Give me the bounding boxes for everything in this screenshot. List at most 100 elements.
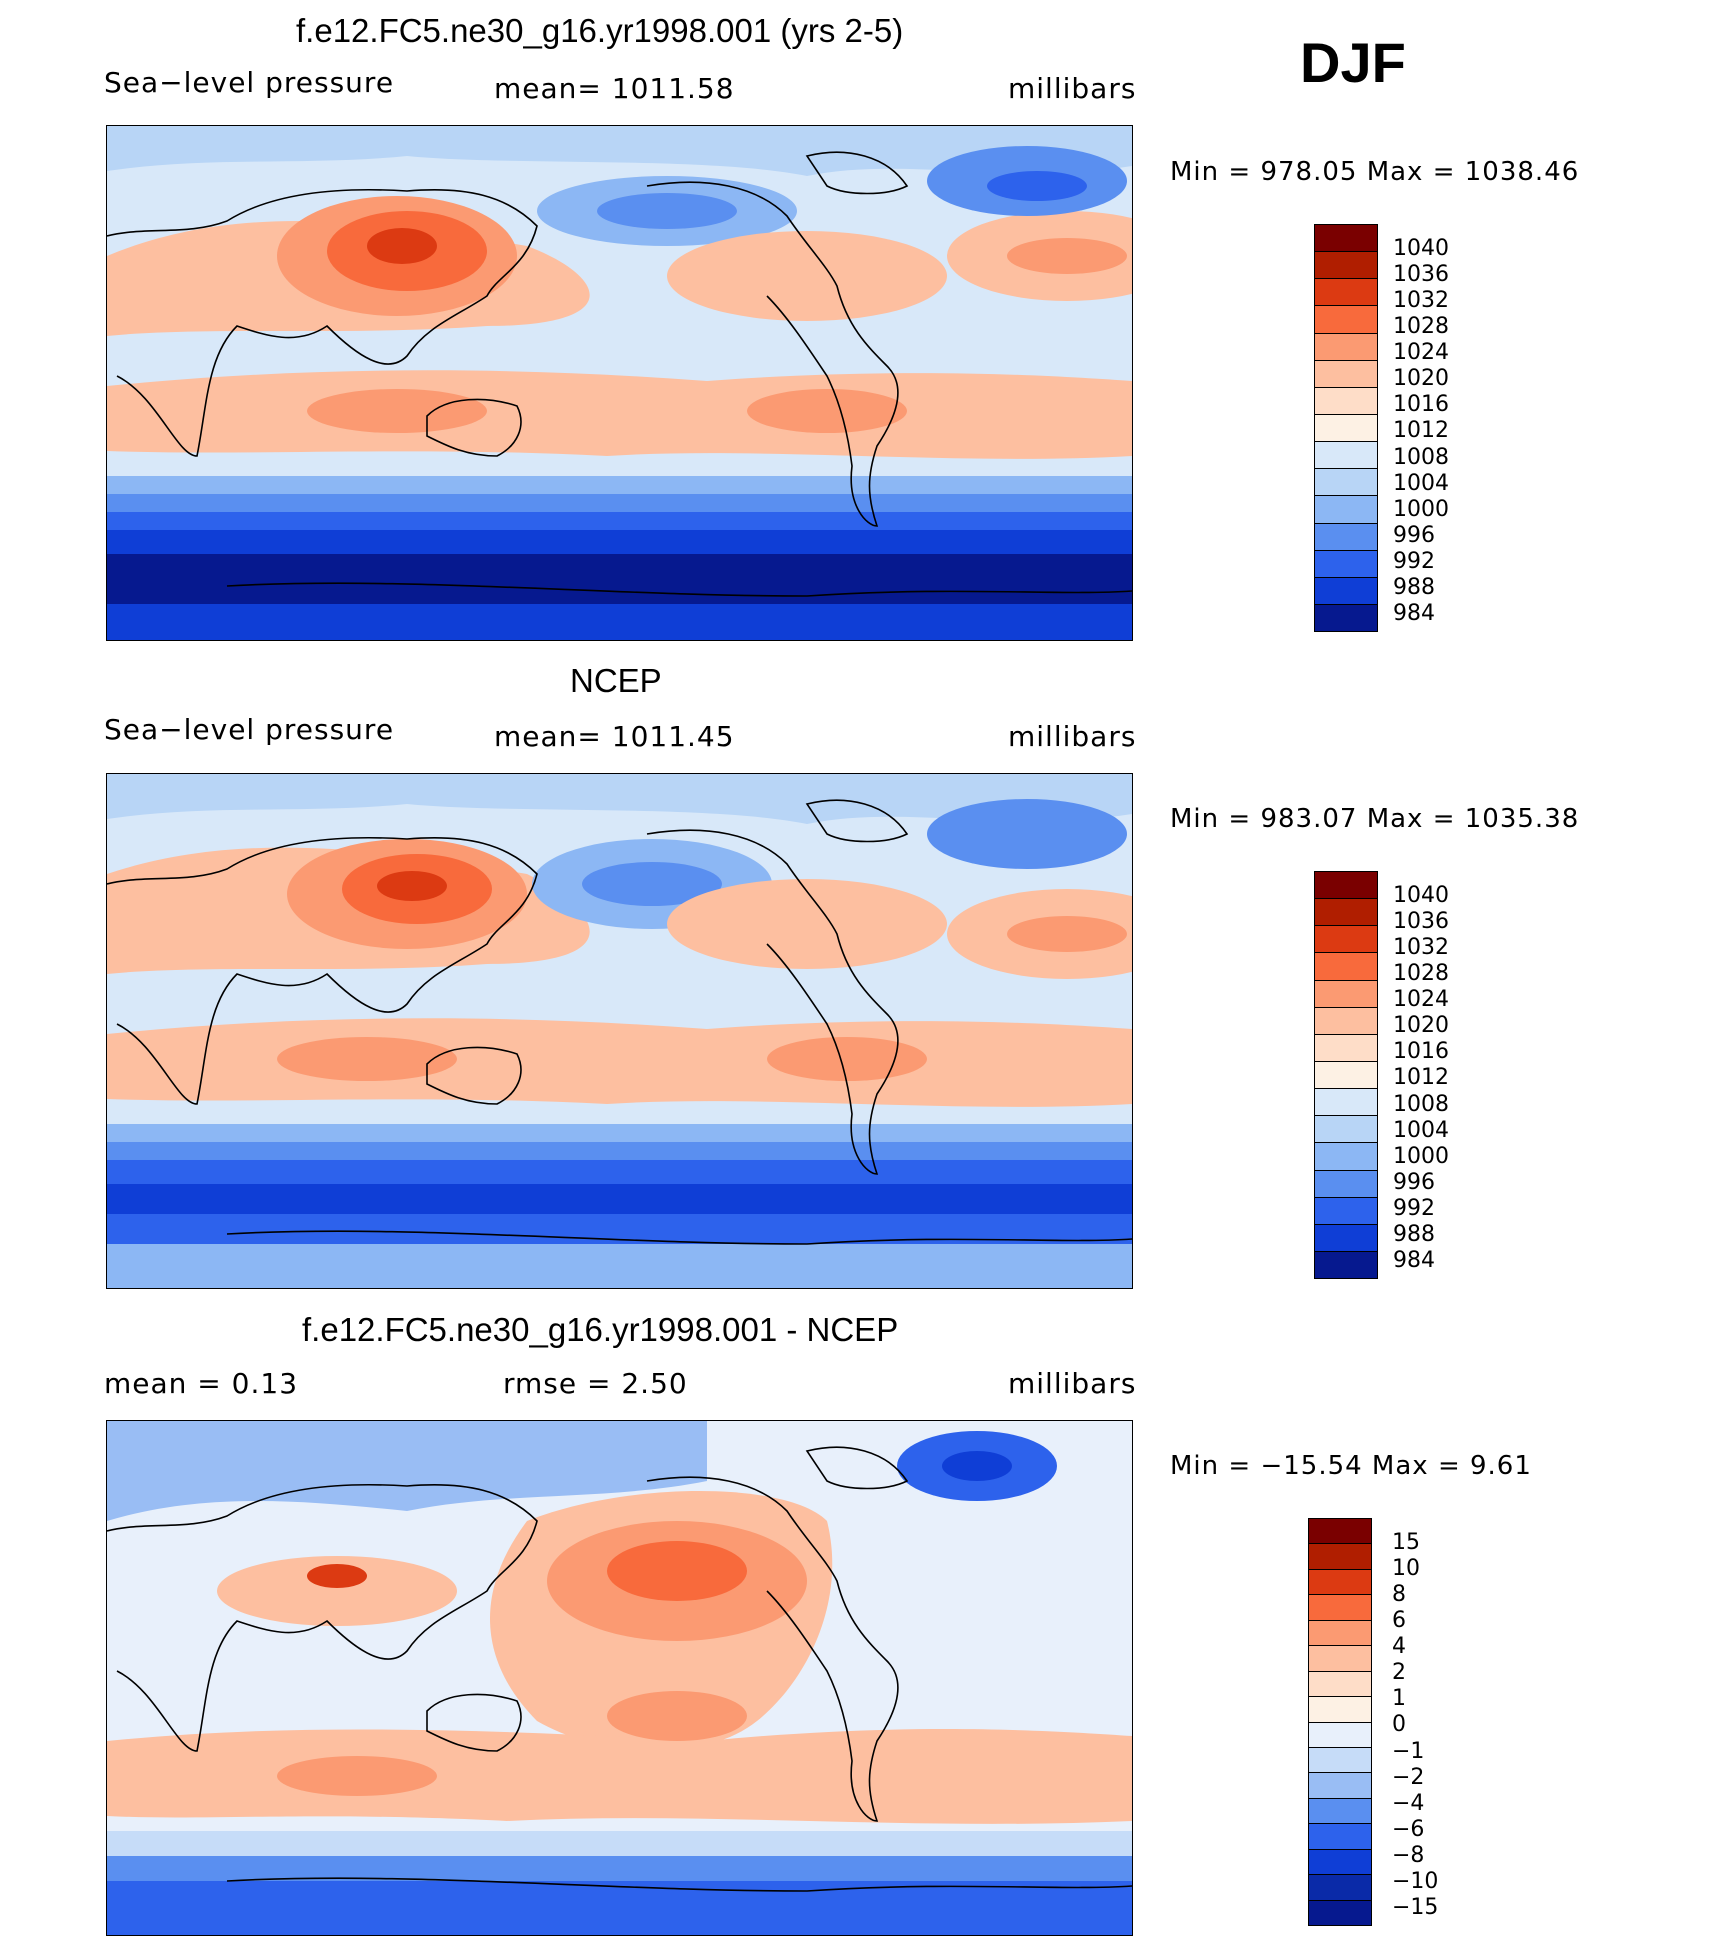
colorbar-label: 1016 — [1393, 392, 1473, 417]
panel-3-south-pos-core — [277, 1756, 437, 1796]
panel-3-sp-pos-core — [607, 1691, 747, 1741]
colorbar-swatch — [1315, 899, 1377, 926]
panel-2-south-subtropical — [107, 1018, 1132, 1107]
colorbar-swatch — [1315, 605, 1377, 631]
colorbar-swatch — [1309, 1748, 1371, 1773]
colorbar-swatch — [1309, 1519, 1371, 1544]
panel-3-left-label: mean = 0.13 — [104, 1367, 298, 1400]
colorbar-label: 1008 — [1393, 1092, 1473, 1117]
panel-2-so-band-2 — [107, 1142, 1132, 1160]
panel-2-asia-high-core — [377, 871, 447, 901]
panel-2-so-band-4 — [107, 1184, 1132, 1214]
colorbar-label: 992 — [1393, 549, 1473, 574]
colorbar-swatch — [1315, 334, 1377, 361]
colorbar-label: 1036 — [1393, 909, 1473, 934]
colorbar-swatch — [1315, 415, 1377, 442]
colorbar-label: 988 — [1393, 575, 1473, 600]
panel-1-center-label: mean= 1011.58 — [494, 72, 735, 105]
panel-1-icelandic-low-core — [987, 171, 1087, 201]
colorbar-swatch — [1309, 1646, 1371, 1671]
colorbar-swatch — [1315, 1008, 1377, 1035]
colorbar-swatch — [1315, 496, 1377, 523]
colorbar-label: 984 — [1393, 601, 1473, 626]
panel-2-minmax: Min = 983.07 Max = 1035.38 — [1170, 804, 1579, 834]
colorbar-label: 984 — [1393, 1248, 1473, 1273]
colorbar-label: −8 — [1392, 1843, 1472, 1868]
colorbar-swatch — [1309, 1773, 1371, 1798]
colorbar-label: 4 — [1392, 1634, 1472, 1659]
panel-2-south-pacific-high — [767, 1037, 927, 1081]
colorbar-swatch — [1309, 1697, 1371, 1722]
colorbar-label: 1012 — [1393, 418, 1473, 443]
panel-3-so-band-2 — [107, 1856, 1132, 1881]
panel-1-map-plot — [107, 126, 1132, 640]
panel-1-so-band-4 — [107, 530, 1132, 554]
colorbar-swatch — [1315, 279, 1377, 306]
colorbar-swatch — [1315, 1035, 1377, 1062]
panel-2-south-indian-high — [277, 1037, 457, 1081]
panel-1-colorbar — [1314, 224, 1378, 632]
panel-3-right-label: millibars — [1008, 1367, 1136, 1400]
panel-2-center-label: mean= 1011.45 — [494, 720, 735, 753]
colorbar-swatch — [1315, 442, 1377, 469]
panel-3-tibet-pos — [307, 1564, 367, 1588]
panel-1-left-label: Sea−level pressure — [104, 66, 394, 99]
colorbar-label: 8 — [1392, 1582, 1472, 1607]
panel-3-colorbar — [1308, 1518, 1372, 1926]
colorbar-label: 1036 — [1393, 262, 1473, 287]
panel-3-title: f.e12.FC5.ne30_g16.yr1998.001 - NCEP — [302, 1311, 898, 1349]
colorbar-swatch — [1315, 872, 1377, 899]
colorbar-label: 10 — [1392, 1556, 1472, 1581]
colorbar-swatch — [1315, 926, 1377, 953]
colorbar-swatch — [1315, 1198, 1377, 1225]
colorbar-swatch — [1309, 1824, 1371, 1849]
colorbar-label: −6 — [1392, 1817, 1472, 1842]
colorbar-label: 1004 — [1393, 471, 1473, 496]
colorbar-swatch — [1315, 361, 1377, 388]
panel-2-title: NCEP — [570, 662, 662, 700]
season-label: DJF — [1300, 30, 1406, 95]
colorbar-swatch — [1315, 524, 1377, 551]
panel-1-aleutian-low-core — [597, 193, 737, 229]
colorbar-swatch — [1315, 578, 1377, 605]
colorbar-label: 1016 — [1393, 1039, 1473, 1064]
colorbar-label: 1024 — [1393, 340, 1473, 365]
panel-3-map — [106, 1420, 1133, 1936]
colorbar-label: 1020 — [1393, 366, 1473, 391]
colorbar-label: 15 — [1392, 1530, 1472, 1555]
colorbar-label: 1040 — [1393, 883, 1473, 908]
panel-1-minmax: Min = 978.05 Max = 1038.46 — [1170, 157, 1579, 187]
panel-3-so-band-3 — [107, 1881, 1132, 1935]
panel-1-asia-high-core — [367, 228, 437, 264]
colorbar-label: 1020 — [1393, 1013, 1473, 1038]
colorbar-swatch — [1315, 1171, 1377, 1198]
colorbar-swatch — [1315, 953, 1377, 980]
colorbar-label: 1004 — [1393, 1118, 1473, 1143]
panel-2-right-label: millibars — [1008, 720, 1136, 753]
panel-1-so-band-2 — [107, 494, 1132, 512]
colorbar-label: 1028 — [1393, 314, 1473, 339]
panel-3-south-pos — [107, 1729, 1132, 1824]
panel-1-south-indian-high — [307, 389, 487, 433]
colorbar-label: 988 — [1393, 1222, 1473, 1247]
colorbar-swatch — [1309, 1672, 1371, 1697]
colorbar-swatch — [1315, 1252, 1377, 1278]
panel-2-so-band-1 — [107, 1124, 1132, 1142]
colorbar-swatch — [1315, 981, 1377, 1008]
panel-1-colorbar-labels: 1040 1036 1032 1028 1024 1020 1016 1012 1008 1004… — [1393, 236, 1473, 626]
colorbar-label: 1032 — [1393, 288, 1473, 313]
colorbar-swatch — [1315, 1225, 1377, 1252]
panel-1-antarctic-band — [107, 604, 1132, 640]
colorbar-label: 1032 — [1393, 935, 1473, 960]
colorbar-label: 1024 — [1393, 987, 1473, 1012]
panel-1-azores-high-core — [1007, 238, 1127, 274]
colorbar-swatch — [1309, 1901, 1371, 1925]
panel-2-icelandic-low — [927, 799, 1127, 869]
panel-1-title: f.e12.FC5.ne30_g16.yr1998.001 (yrs 2-5) — [296, 12, 903, 50]
colorbar-swatch — [1315, 469, 1377, 496]
colorbar-swatch — [1315, 252, 1377, 279]
panel-2-azores-high-core — [1007, 916, 1127, 952]
colorbar-swatch — [1315, 551, 1377, 578]
panel-1-south-subtropical — [107, 370, 1132, 459]
colorbar-swatch — [1315, 306, 1377, 333]
